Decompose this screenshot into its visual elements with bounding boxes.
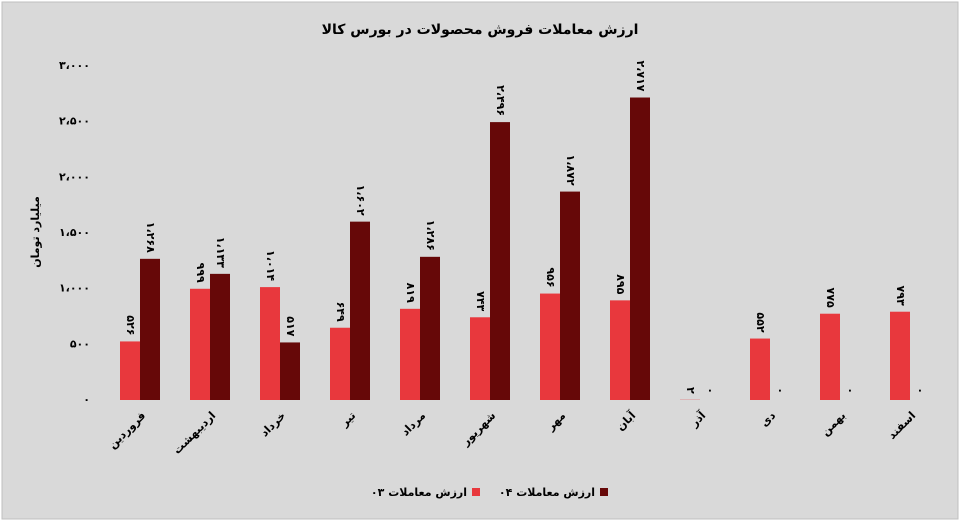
value-label: ۱،۶۰۲: [354, 185, 367, 216]
bar: [140, 258, 160, 400]
y-tick-label: ۵۰۰: [70, 337, 90, 350]
bar: [630, 97, 650, 401]
bar: [470, 317, 490, 400]
bar: [190, 288, 210, 400]
value-label: ۵۵۲: [754, 312, 767, 332]
y-tick-label: ۳،۰۰۰: [59, 59, 90, 72]
value-label: ۸۹۵: [614, 274, 627, 294]
value-label: ۷۹۳: [894, 286, 907, 306]
value-label: ۵۱۷: [284, 316, 297, 336]
bar: [350, 221, 370, 400]
bar: [610, 300, 630, 400]
value-label: ۲،۷۱۷: [634, 60, 647, 91]
bar: [260, 287, 280, 400]
value-label: ۰: [704, 387, 717, 394]
value-label: ۲: [684, 387, 697, 394]
y-tick-label: ۲،۰۰۰: [59, 170, 90, 183]
bar: [490, 122, 510, 400]
value-label: ۱،۸۷۲: [564, 155, 577, 186]
value-label: ۹۹۹: [194, 263, 207, 283]
value-label: ۷۷۵: [824, 288, 837, 308]
bar: [330, 327, 350, 400]
y-tick-label: ۲،۵۰۰: [59, 115, 90, 128]
legend-swatch: [600, 488, 608, 496]
value-label: ۹۵۶: [544, 267, 557, 287]
y-axis-label: میلیارد تومان: [29, 196, 42, 268]
value-label: ۰: [914, 387, 927, 394]
value-label: ۱،۲۶۸: [144, 222, 157, 253]
value-label: ۰: [844, 387, 857, 394]
value-label: ۶۴۹: [334, 302, 347, 322]
value-label: ۱،۱۳۳: [214, 237, 227, 268]
value-label: ۱،۲۸۶: [424, 220, 437, 251]
y-tick-label: ۱،۵۰۰: [59, 226, 90, 239]
value-label: ۲،۴۹۶: [494, 85, 507, 116]
bar: [820, 313, 840, 400]
bar: [560, 191, 580, 400]
bar: [540, 293, 560, 400]
value-label: ۵۲۶: [124, 315, 137, 335]
bar: [750, 338, 770, 400]
chart-title: ارزش معاملات فروش محصولات در بورس کالا: [322, 22, 639, 38]
value-label: ۰: [774, 387, 787, 394]
bar: [420, 256, 440, 400]
y-tick-label: ۰: [83, 393, 90, 406]
y-tick-label: ۱،۰۰۰: [59, 282, 90, 295]
bar: [400, 308, 420, 400]
value-label: ۷۴۳: [474, 291, 487, 311]
legend-swatch: [472, 488, 480, 496]
legend-label: ارزش معاملات ۰۴: [499, 486, 595, 499]
bar: [210, 273, 230, 400]
value-label: ۱،۰۱۴: [264, 250, 277, 281]
bar: [280, 342, 300, 400]
legend-label: ارزش معاملات ۰۳: [371, 486, 467, 499]
bar: [120, 341, 140, 400]
value-label: ۸۱۹: [404, 283, 417, 303]
bar: [890, 311, 910, 400]
